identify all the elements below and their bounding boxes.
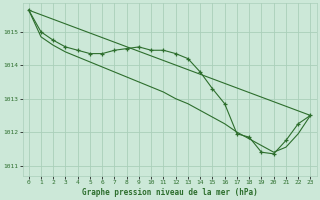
X-axis label: Graphe pression niveau de la mer (hPa): Graphe pression niveau de la mer (hPa) [82,188,258,197]
